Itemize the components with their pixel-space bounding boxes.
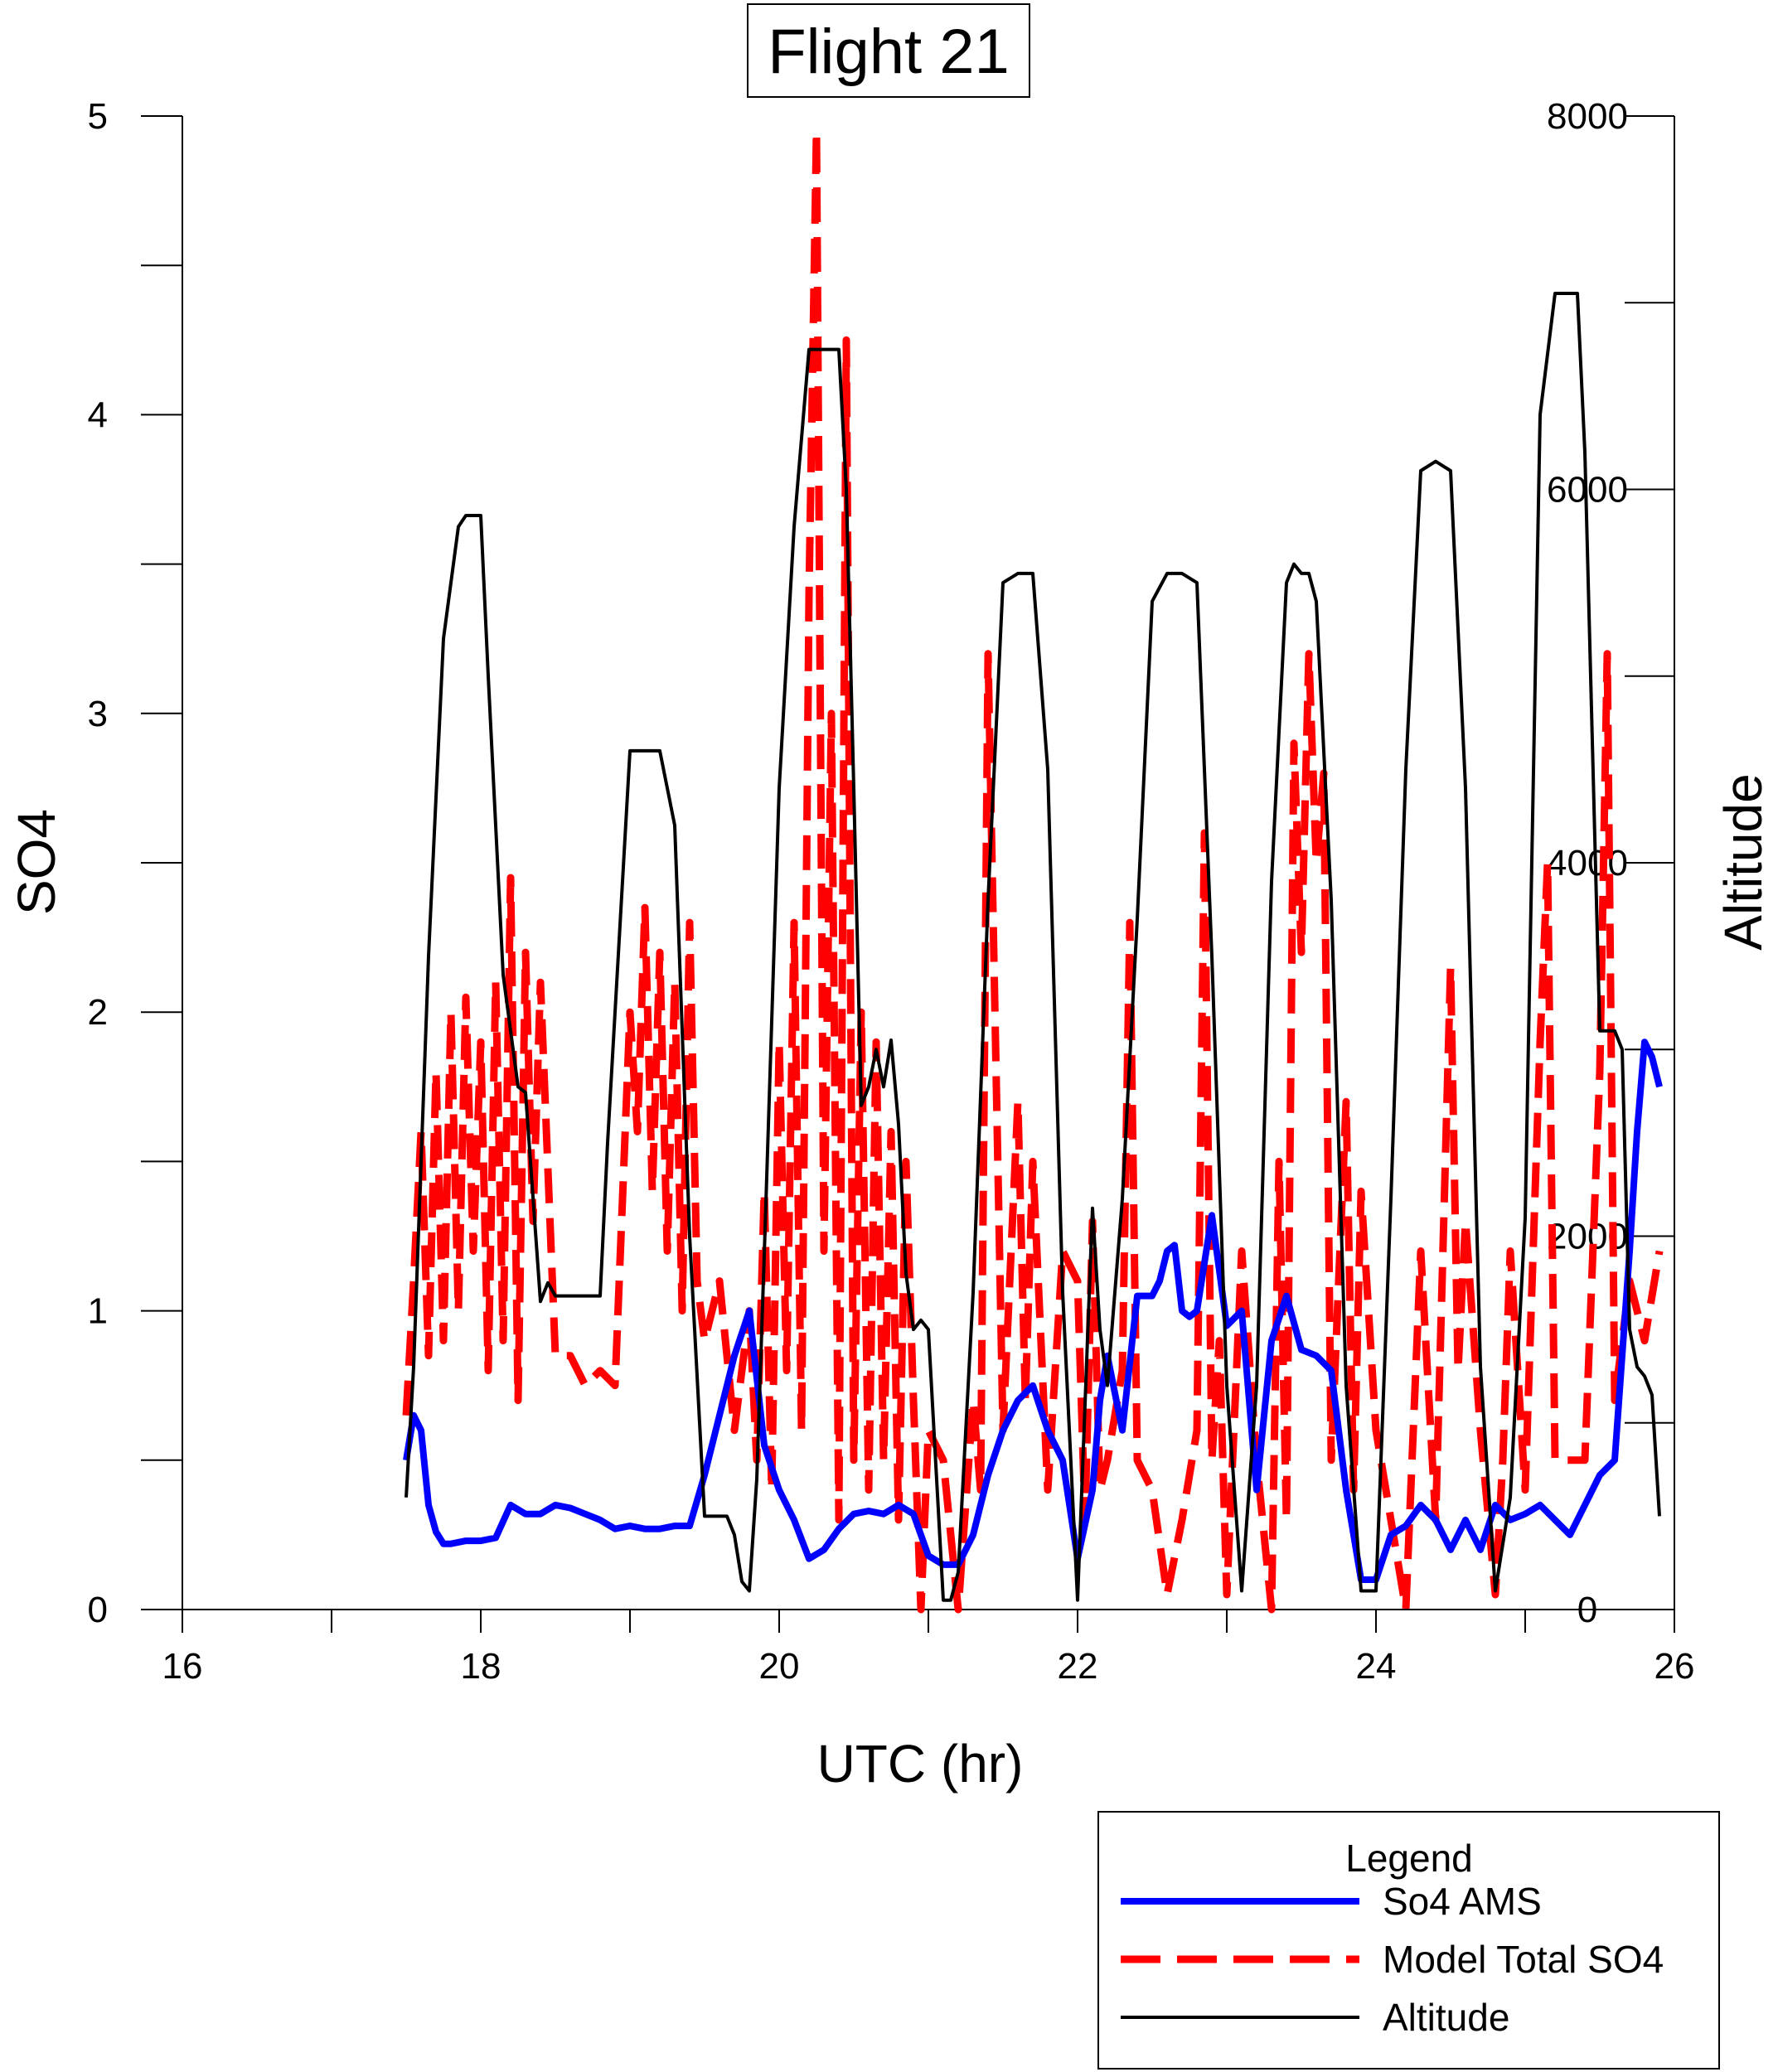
y2-axis-title: Altitude [1713,773,1773,950]
legend-label: Altitude [1383,1996,1509,2039]
y-tick-label: 5 [88,96,108,137]
y2-tick-label: 8000 [1547,96,1628,137]
y2-tick-label: 4000 [1547,843,1628,884]
axis-ticks [141,115,1675,1633]
legend-items: So4 AMS Model Total SO4 Altitude [1121,1880,1664,2039]
legend: Legend So4 AMS Model Total SO4 Altitude [1097,1811,1720,2070]
x-tick-label: 24 [1356,1646,1397,1687]
x-tick-label: 16 [162,1646,203,1687]
title-box [747,3,1030,98]
legend-box [1097,1811,1720,2070]
y-tick-label: 3 [88,694,108,734]
x-tick-label: 22 [1058,1646,1098,1687]
legend-title: Legend [1345,1837,1473,1880]
y-tick-label: 0 [88,1590,108,1630]
x-axis-title: UTC (hr) [817,1734,1024,1794]
legend-label: Model Total SO4 [1383,1938,1664,1981]
legend-label: So4 AMS [1383,1880,1542,1923]
series-line-model-total-so4 [402,127,1664,1614]
x-tick-label: 18 [461,1646,501,1687]
y-tick-label: 2 [88,992,108,1033]
series-line-altitude [405,292,1661,1602]
series-line-so4-ams [403,1038,1663,1583]
x-tick-label: 20 [759,1646,800,1687]
series-layer [402,127,1664,1614]
y2-tick-label: 0 [1577,1590,1597,1630]
y-tick-label: 4 [88,395,108,435]
chart-title: Flight 21 [768,17,1010,87]
y-tick-label: 1 [88,1291,108,1332]
x-tick-label: 26 [1654,1646,1695,1687]
y-axis-title: SO4 [7,809,66,915]
